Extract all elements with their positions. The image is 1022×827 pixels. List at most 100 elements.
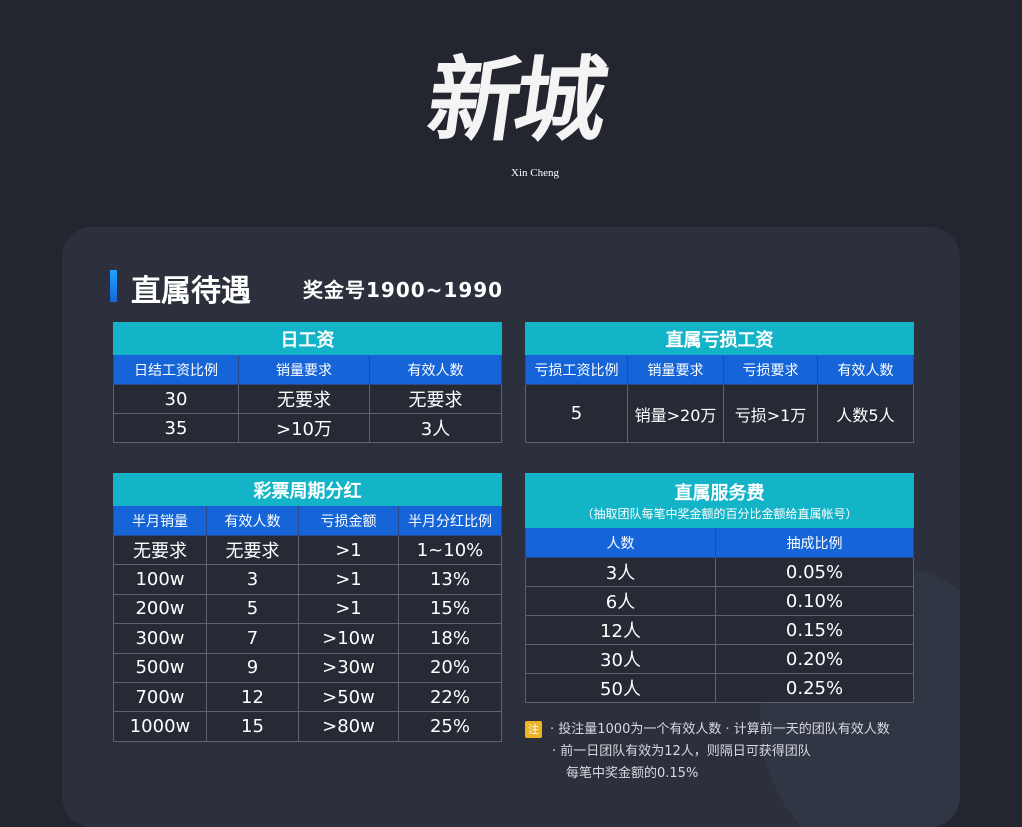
column-header: 半月销量 [113,505,207,536]
column-header: 销量要求 [627,354,724,385]
note-line: 每笔中奖金额的0.15% [566,766,699,781]
table-cell: 0.10% [714,586,915,616]
table-cell: 1000w [113,711,207,742]
table-cell: 35 [113,413,239,443]
table-cell: 无要求 [238,384,370,414]
table-cell: 3 [206,564,299,595]
column-header: 有效人数 [206,505,299,536]
table-cell: >80w [298,711,399,742]
table-cell: 1~10% [398,534,502,566]
column-header: 人数 [525,527,716,558]
table-cell: 22% [398,681,502,713]
column-header: 有效人数 [817,354,914,385]
table-row: 30人 0.20% [525,644,915,674]
table-cell: 0.20% [714,644,915,674]
table-row: 700w 12 >50w 22% [113,681,502,713]
table-cell: 3人 [368,413,503,443]
table-cell: 18% [398,623,502,654]
table-title-text: 直属服务费 [674,483,765,504]
table-cell: 无要求 [113,534,207,566]
table-cell: 亏损>1万 [723,384,818,443]
table-title: 直属服务费 （抽取团队每笔中奖金额的百分比金额给直属帐号） [524,473,915,528]
title-accent-bar [110,270,117,302]
table-row: 30 无要求 无要求 [113,384,503,414]
daily-wage-table: 日工资 日结工资比例 销量要求 有效人数 30 无要求 无要求 35 >10万 3人 [112,322,503,443]
table-row: 200w 5 >1 15% [113,593,502,625]
column-header: 有效人数 [368,354,503,385]
table-cell: 销量>20万 [627,384,724,443]
table-cell: 5 [525,384,628,443]
table-cell: 无要求 [206,534,299,566]
table-row: 500w 9 >30w 20% [113,652,502,683]
logo: 新城 Xin Cheng [400,40,630,210]
table-cell: >50w [298,681,399,713]
table-cell: 100w [113,564,207,595]
page-subtitle: 奖金号1900~1990 [303,278,504,302]
table-cell: 人数5人 [817,384,914,443]
table-title: 直属亏损工资 [525,322,914,355]
table-cell: 700w [113,681,207,713]
table-row: 300w 7 >10w 18% [113,623,502,654]
table-cell: >10w [298,623,399,654]
column-header: 亏损工资比例 [525,354,628,385]
table-cell: 无要求 [368,384,503,414]
table-cell: 13% [398,564,502,595]
column-header: 销量要求 [238,354,370,385]
table-cell: >1 [298,593,399,625]
column-header: 亏损金额 [298,505,399,536]
dividend-table: 彩票周期分红 半月销量 有效人数 亏损金额 半月分红比例 无要求 无要求 >1 1~10% 100… [113,473,502,742]
table-cell: >10万 [238,413,370,443]
notes: 注 · 投注量1000为一个有效人数 · 计算前一天的团队有效人数 · 前一日团队… [525,719,890,785]
column-header: 日结工资比例 [113,354,239,385]
table-row: 无要求 无要求 >1 1~10% [113,534,502,566]
table-cell: >1 [298,564,399,595]
table-cell: 30人 [525,644,716,674]
table-cell: 5 [206,593,299,625]
table-cell: 15 [206,711,299,742]
table-title: 日工资 [112,322,503,355]
table-cell: >1 [298,534,399,566]
table-title-text: 直属亏损工资 [665,329,774,351]
table-title: 彩票周期分红 [113,473,502,506]
table-cell: 0.05% [714,557,915,587]
table-cell: 6人 [525,586,716,616]
table-row: 50人 0.25% [525,673,915,703]
note-line: · 前一日团队有效为12人，则隔日可获得团队 [552,744,811,759]
table-cell: 200w [113,593,207,625]
service-fee-table: 直属服务费 （抽取团队每笔中奖金额的百分比金额给直属帐号） 人数 抽成比例 3人 0.05… [524,473,915,703]
table-cell: 0.15% [714,615,915,645]
table-cell: 12人 [525,615,716,645]
note-badge: 注 [525,721,542,738]
table-row: 6人 0.10% [525,586,915,616]
table-row: 35 >10万 3人 [113,413,503,443]
table-cell: 0.25% [714,673,915,703]
table-row: 100w 3 >1 13% [113,564,502,595]
column-header: 亏损要求 [723,354,818,385]
table-subtitle: （抽取团队每笔中奖金额的百分比金额给直属帐号） [581,507,858,521]
table-cell: 9 [206,652,299,683]
table-cell: 7 [206,623,299,654]
table-cell: 300w [113,623,207,654]
note-line: · 投注量1000为一个有效人数 · 计算前一天的团队有效人数 [550,722,890,737]
table-cell: 500w [113,652,207,683]
column-header: 半月分红比例 [398,505,502,536]
table-row: 12人 0.15% [525,615,915,645]
table-cell: 30 [113,384,239,414]
table-title-text: 彩票周期分红 [253,480,362,502]
table-cell: 15% [398,593,502,625]
page-title: 直属待遇 [131,274,251,309]
table-cell: 50人 [525,673,716,703]
table-title-text: 日工资 [280,329,335,351]
table-row: 3人 0.05% [525,557,915,587]
table-row: 5 销量>20万 亏损>1万 人数5人 [525,384,914,443]
table-cell: 12 [206,681,299,713]
logo-sub: Xin Cheng [511,167,559,179]
table-cell: 3人 [525,557,716,587]
table-cell: 25% [398,711,502,742]
loss-wage-table: 直属亏损工资 亏损工资比例 销量要求 亏损要求 有效人数 5 销量>20万 亏损>1万 人数5人 [525,322,914,443]
table-cell: 20% [398,652,502,683]
table-cell: >30w [298,652,399,683]
table-row: 1000w 15 >80w 25% [113,711,502,742]
column-header: 抽成比例 [714,527,915,558]
logo-main: 新城 [421,46,609,154]
